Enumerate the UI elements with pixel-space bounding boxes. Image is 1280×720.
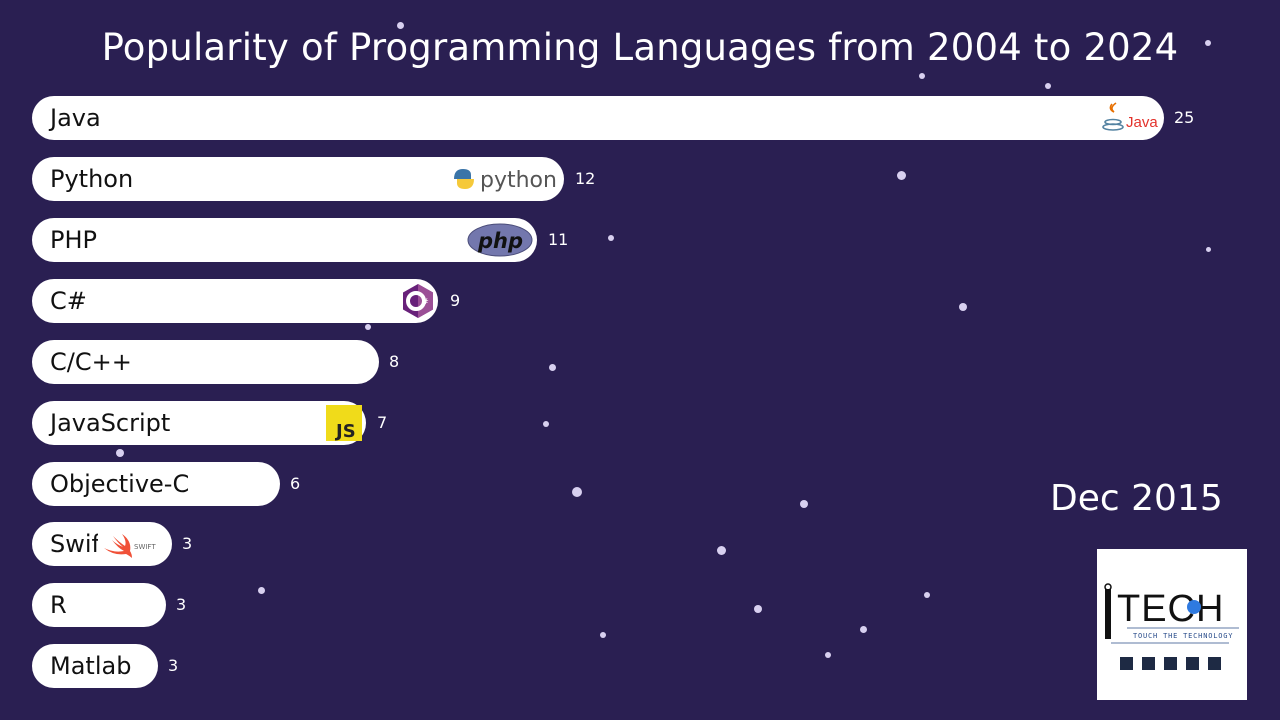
particle-dot	[1205, 40, 1211, 46]
bar-label: C/C++	[50, 348, 132, 376]
bar-label: Objective-C	[50, 470, 190, 498]
bar-value: 3	[168, 656, 179, 675]
bar-value: 3	[182, 534, 193, 553]
particle-dot	[543, 421, 549, 427]
brand-logo: TECH TOUCH THE TECHNOLOGY	[1097, 549, 1247, 700]
java-logo-icon: Java	[1102, 100, 1160, 136]
bar-value: 25	[1174, 108, 1195, 127]
bar-label: Matlab	[50, 652, 132, 680]
bar-matlab: Matlab	[32, 644, 158, 688]
bar-label: C#	[50, 287, 87, 315]
bar-value: 11	[548, 230, 569, 249]
python-logo-icon: python	[450, 161, 558, 197]
svg-text:Java: Java	[1126, 114, 1158, 131]
bar-cpp: C/C++	[32, 340, 379, 384]
svg-text:SWIFT: SWIFT	[134, 543, 156, 551]
csharp-logo-icon: #	[400, 283, 436, 319]
particle-dot	[800, 500, 808, 508]
bar-value: 9	[450, 291, 461, 310]
svg-text:TECH: TECH	[1117, 588, 1224, 630]
particle-dot	[754, 605, 762, 613]
bar-label: Python	[50, 165, 134, 193]
particle-dot	[1045, 83, 1051, 89]
svg-text:php: php	[477, 229, 523, 253]
particle-dot	[397, 22, 404, 29]
bar-label: JavaScript	[50, 409, 171, 437]
bar-value: 6	[290, 474, 301, 493]
particle-dot	[959, 303, 967, 311]
svg-text:python: python	[480, 168, 557, 193]
particle-dot	[897, 171, 906, 180]
particle-dot	[717, 546, 726, 555]
bar-swift: Swift SWIFT	[32, 522, 172, 566]
bar-java: Java Java	[32, 96, 1164, 140]
php-logo-icon: php	[466, 222, 534, 258]
particle-dot	[860, 626, 867, 633]
bar-javascript: JS JavaScript	[32, 401, 366, 445]
particle-dot	[365, 324, 371, 330]
chart-title: Popularity of Programming Languages from…	[101, 26, 1179, 69]
particle-dot	[600, 632, 606, 638]
js-logo-icon: JS	[326, 405, 362, 441]
bar-label: Swift	[50, 530, 98, 558]
bar-r: R	[32, 583, 166, 627]
svg-text:#: #	[422, 297, 429, 306]
particle-dot	[1206, 247, 1211, 252]
bar-python: Python python	[32, 157, 564, 201]
particle-dot	[572, 487, 582, 497]
bar-value: 12	[575, 169, 596, 188]
brand-tagline: TOUCH THE TECHNOLOGY	[1133, 632, 1233, 640]
swift-logo-icon: SWIFT	[100, 526, 164, 562]
particle-dot	[825, 652, 831, 658]
bar-objective-c: Objective-C	[32, 462, 280, 506]
bar-php: php PHP	[32, 218, 537, 262]
particle-dot	[608, 235, 614, 241]
bar-label: Java	[50, 104, 101, 132]
date-label: Dec 2015	[1050, 478, 1223, 519]
particle-dot	[924, 592, 930, 598]
svg-text:JS: JS	[334, 421, 356, 441]
bar-label: R	[50, 591, 67, 619]
bar-label: PHP	[50, 226, 97, 254]
particle-dot	[549, 364, 556, 371]
particle-dot	[258, 587, 265, 594]
bar-value: 3	[176, 595, 187, 614]
particle-dot	[116, 449, 124, 457]
bar-value: 7	[377, 413, 388, 432]
bar-value: 8	[389, 352, 400, 371]
particle-dot	[919, 73, 925, 79]
bar-csharp: C# #	[32, 279, 438, 323]
